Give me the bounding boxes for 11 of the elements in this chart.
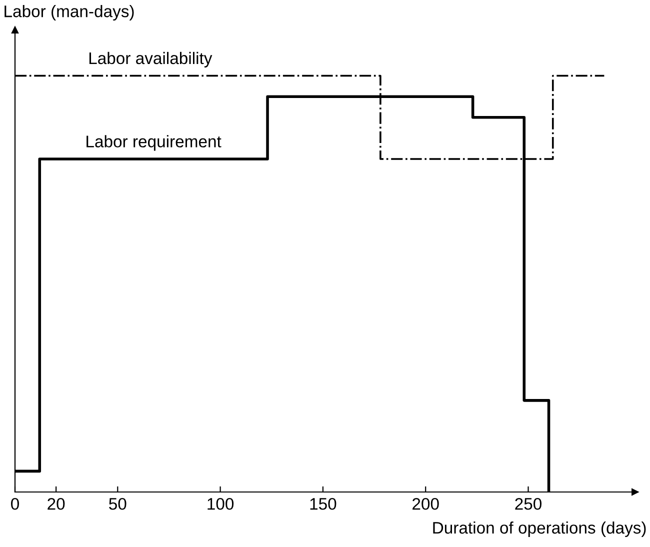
x-tick-label: 50 <box>109 498 126 510</box>
series-label: Labor availability <box>89 52 212 68</box>
x-axis-title: Duration of operations (days) <box>433 521 646 537</box>
x-tick-label: 200 <box>412 498 439 510</box>
x-tick-label: 100 <box>208 498 234 510</box>
series-label: Labor requirement <box>86 135 222 151</box>
y-axis-title: Labor (man-days) <box>4 5 134 21</box>
x-tick-label: 250 <box>515 498 542 510</box>
x-tick-label: 150 <box>310 498 336 510</box>
x-tick-label: 20 <box>48 498 65 510</box>
x-tick-label: 0 <box>11 498 19 510</box>
